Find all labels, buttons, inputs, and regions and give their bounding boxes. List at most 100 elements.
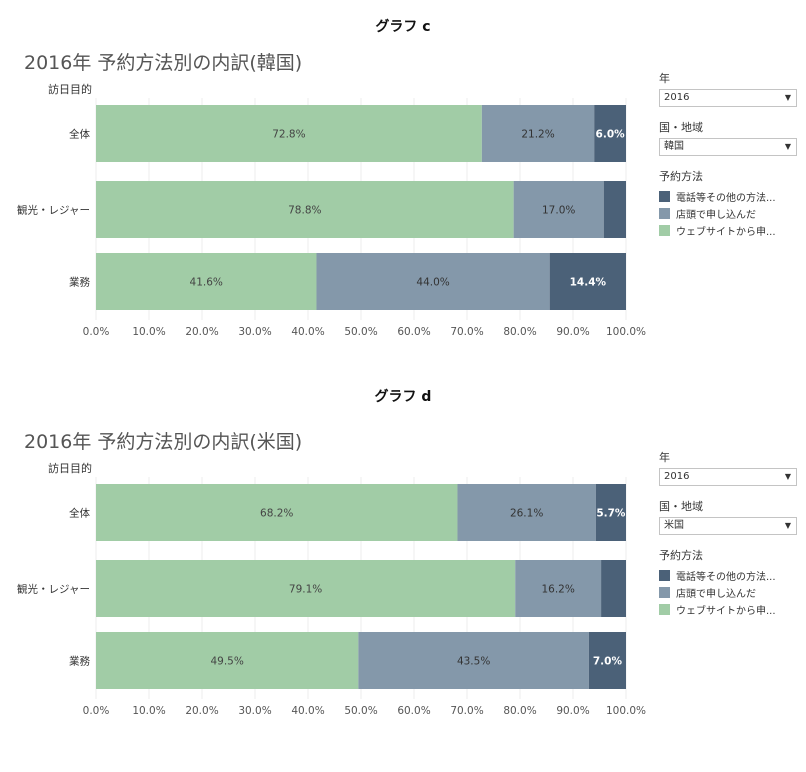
country-dropdown[interactable]: 韓国 ▼	[659, 138, 797, 156]
x-tick-label: 90.0%	[556, 326, 589, 338]
x-tick-label: 70.0%	[450, 326, 483, 338]
legend-swatch	[659, 604, 670, 615]
bar-segment-web[interactable]	[96, 484, 458, 541]
chart-panel-korea: 2016年 予約方法別の内訳(韓国) 訪日目的 0.0% 10.0% 20.0% 30…	[0, 48, 806, 393]
legend-swatch	[659, 225, 670, 236]
bar-segment-store[interactable]	[316, 253, 550, 310]
bar-segment-web[interactable]	[96, 560, 516, 617]
chevron-down-icon: ▼	[784, 142, 791, 151]
bar-segment-web[interactable]	[96, 253, 317, 310]
category-label: 観光・レジャー	[17, 204, 90, 217]
graph-c-label: グラフ c	[375, 19, 431, 35]
x-tick-label: 100.0%	[606, 705, 646, 717]
x-tick-label: 10.0%	[132, 705, 165, 717]
bar-segment-phone[interactable]	[549, 253, 626, 310]
data-label: 7.0%	[593, 656, 623, 668]
x-tick-label: 40.0%	[291, 705, 324, 717]
legend-item-web[interactable]: ウェブサイトから申...	[659, 601, 799, 618]
legend: 予約方法 電話等その他の方法... 店頭で申し込んだ ウェブサイトから申...	[659, 547, 799, 618]
x-tick-label: 0.0%	[83, 326, 110, 338]
year-filter-label: 年	[659, 451, 670, 464]
bar-segment-store[interactable]	[513, 181, 604, 238]
bar-segment-phone[interactable]	[588, 632, 626, 689]
bar-segment-phone[interactable]	[595, 484, 626, 541]
country-dropdown[interactable]: 米国 ▼	[659, 517, 797, 535]
year-value: 2016	[664, 92, 690, 103]
legend-item-phone[interactable]: 電話等その他の方法...	[659, 188, 799, 205]
data-label: 5.7%	[596, 508, 626, 520]
x-tick-label: 60.0%	[397, 326, 430, 338]
bar-segment-phone[interactable]	[594, 105, 626, 162]
x-tick-label: 30.0%	[238, 326, 271, 338]
x-tick-label: 10.0%	[132, 326, 165, 338]
y-axis-header: 訪日目的	[48, 462, 92, 475]
x-tick-label: 80.0%	[503, 326, 536, 338]
data-label: 17.0%	[542, 205, 575, 217]
legend-swatch	[659, 191, 670, 202]
bar-segment-store[interactable]	[515, 560, 602, 617]
bar-segment-web[interactable]	[96, 105, 482, 162]
chart-title: 2016年 予約方法別の内訳(米国)	[24, 431, 303, 453]
chart-panel-usa: 2016年 予約方法別の内訳(米国) 訪日目的 0.0% 10.0% 20.0% 30…	[0, 427, 806, 772]
data-label: 79.1%	[289, 584, 322, 596]
data-label: 44.0%	[416, 277, 449, 289]
x-tick-label: 80.0%	[503, 705, 536, 717]
country-filter-label: 国・地域	[659, 500, 703, 513]
legend-label: ウェブサイトから申...	[676, 606, 776, 617]
legend-item-web[interactable]: ウェブサイトから申...	[659, 222, 799, 239]
legend-title: 予約方法	[659, 549, 703, 562]
legend-title: 予約方法	[659, 170, 703, 183]
category-label: 全体	[69, 128, 90, 141]
country-filter-label: 国・地域	[659, 121, 703, 134]
x-tick-label: 0.0%	[83, 705, 110, 717]
chevron-down-icon: ▼	[784, 521, 791, 530]
x-tick-label: 60.0%	[397, 705, 430, 717]
x-tick-label: 20.0%	[185, 326, 218, 338]
x-tick-label: 50.0%	[344, 705, 377, 717]
legend-label: 電話等その他の方法...	[676, 193, 776, 204]
country-value: 米国	[664, 520, 684, 531]
bar-segment-store[interactable]	[358, 632, 589, 689]
legend-swatch	[659, 208, 670, 219]
data-label: 72.8%	[272, 129, 305, 141]
country-filter: 国・地域 韓国 ▼	[659, 119, 799, 156]
category-label: 業務	[69, 276, 90, 289]
data-label: 21.2%	[521, 129, 554, 141]
country-filter: 国・地域 米国 ▼	[659, 498, 799, 535]
year-filter-label: 年	[659, 72, 670, 85]
bar-segment-phone[interactable]	[603, 181, 626, 238]
year-dropdown[interactable]: 2016 ▼	[659, 468, 797, 486]
legend-label: ウェブサイトから申...	[676, 227, 776, 238]
y-axis-header: 訪日目的	[48, 83, 92, 96]
bar-segment-web[interactable]	[96, 181, 514, 238]
year-filter: 年 2016 ▼	[659, 70, 799, 107]
chart-title: 2016年 予約方法別の内訳(韓国)	[24, 52, 303, 74]
x-tick-label: 40.0%	[291, 326, 324, 338]
graph-d-label: グラフ d	[374, 389, 432, 405]
data-label: 68.2%	[260, 508, 293, 520]
year-dropdown[interactable]: 2016 ▼	[659, 89, 797, 107]
x-tick-label: 50.0%	[344, 326, 377, 338]
year-value: 2016	[664, 471, 690, 482]
legend-label: 店頭で申し込んだ	[676, 589, 756, 600]
x-tick-label: 90.0%	[556, 705, 589, 717]
bar-chart: 0.0% 10.0% 20.0% 30.0% 40.0% 50.0% 60.0% 70.0% 8…	[17, 98, 646, 338]
legend-item-store[interactable]: 店頭で申し込んだ	[659, 205, 799, 222]
bar-segment-store[interactable]	[481, 105, 595, 162]
legend-item-phone[interactable]: 電話等その他の方法...	[659, 567, 799, 584]
x-tick-label: 100.0%	[606, 326, 646, 338]
legend-item-store[interactable]: 店頭で申し込んだ	[659, 584, 799, 601]
data-label: 41.6%	[190, 277, 223, 289]
data-label: 49.5%	[210, 656, 243, 668]
bar-segment-web[interactable]	[96, 632, 359, 689]
x-tick-label: 30.0%	[238, 705, 271, 717]
x-tick-label: 20.0%	[185, 705, 218, 717]
data-label: 14.4%	[570, 277, 607, 289]
data-label: 78.8%	[288, 205, 321, 217]
bar-segment-phone[interactable]	[601, 560, 626, 617]
chevron-down-icon: ▼	[784, 472, 791, 481]
bar-segment-store[interactable]	[457, 484, 596, 541]
legend: 予約方法 電話等その他の方法... 店頭で申し込んだ ウェブサイトから申...	[659, 168, 799, 239]
data-label: 43.5%	[457, 656, 490, 668]
legend-swatch	[659, 587, 670, 598]
